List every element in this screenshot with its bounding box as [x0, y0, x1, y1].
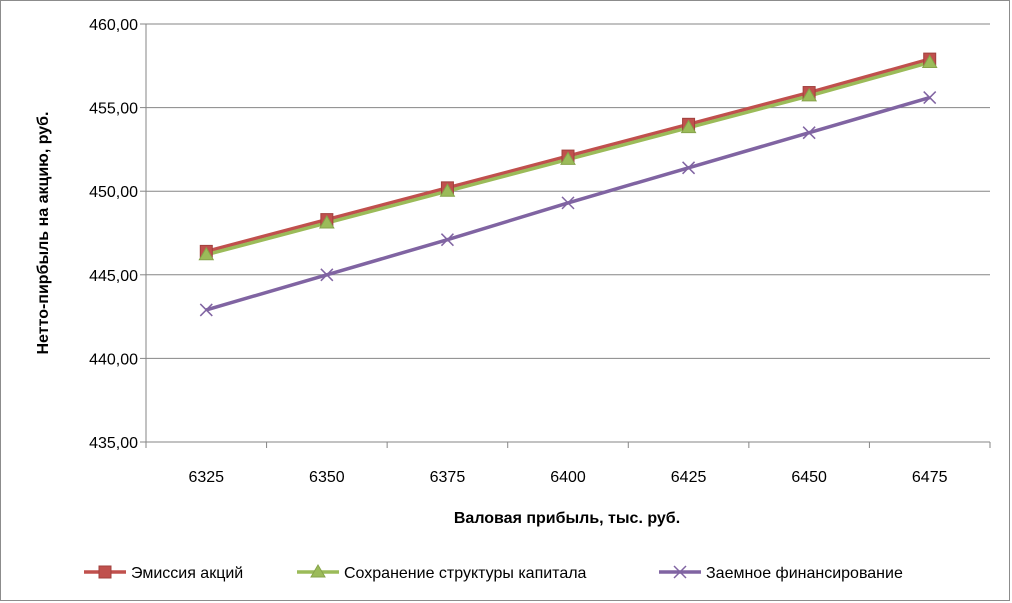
data-point: [682, 161, 696, 175]
axes: [140, 23, 991, 448]
legend-label: Заемное финансирование: [706, 565, 903, 582]
markers-layer: [198, 52, 938, 317]
y-tick-label: 460,00: [89, 17, 138, 34]
data-point: [560, 151, 576, 165]
legend-marker: [98, 565, 112, 579]
series-layer: [205, 57, 931, 312]
x-tick-label: 6400: [550, 469, 586, 486]
data-point: [923, 91, 937, 105]
x-axis-title: Валовая прибыль, тыс. руб.: [454, 510, 680, 527]
x-marker-stroke: [673, 565, 687, 579]
y-axis-title: Нетто-пирбыль на акцию, руб.: [35, 112, 52, 355]
y-tick-label: 450,00: [89, 184, 138, 201]
data-point: [561, 196, 575, 210]
data-point: [318, 214, 335, 229]
x-tick-label: 6475: [912, 469, 948, 486]
grid-lines: [146, 23, 990, 359]
x-marker-stroke: [320, 268, 334, 282]
x-tick-label: 6325: [188, 469, 224, 486]
x-tick-label: 6425: [671, 469, 707, 486]
legend-label: Сохранение структуры капитала: [344, 565, 587, 582]
data-point: [199, 303, 213, 317]
legend: Эмиссия акций Сохранение структуры капита…: [84, 564, 903, 582]
data-point: [439, 183, 456, 197]
x-marker-stroke: [682, 161, 696, 175]
data-point: [198, 246, 215, 261]
tick-labels: 435,00 440,00 445,00 450,00 455,00 460,00 6325…: [89, 17, 948, 486]
y-tick-label: 445,00: [89, 268, 138, 285]
x-marker-stroke: [561, 196, 575, 210]
x-marker-stroke: [440, 233, 454, 247]
data-point: [801, 87, 818, 102]
data-point: [320, 268, 334, 282]
data-point: [802, 126, 816, 140]
x-tick-label: 6375: [430, 469, 466, 486]
x-marker-stroke: [199, 303, 213, 317]
y-tick-label: 455,00: [89, 101, 138, 118]
legend-marker: [310, 564, 326, 578]
legend-label: Эмиссия акций: [131, 565, 243, 582]
legend-marker: [673, 565, 687, 579]
data-point: [680, 119, 697, 134]
x-marker-stroke: [923, 91, 937, 105]
x-marker-stroke: [802, 126, 816, 140]
data-point: [440, 233, 454, 247]
y-tick-label: 435,00: [89, 435, 138, 452]
x-tick-label: 6450: [791, 469, 827, 486]
data-point: [921, 54, 938, 68]
x-tick-label: 6350: [309, 469, 345, 486]
y-tick-label: 440,00: [89, 351, 138, 368]
